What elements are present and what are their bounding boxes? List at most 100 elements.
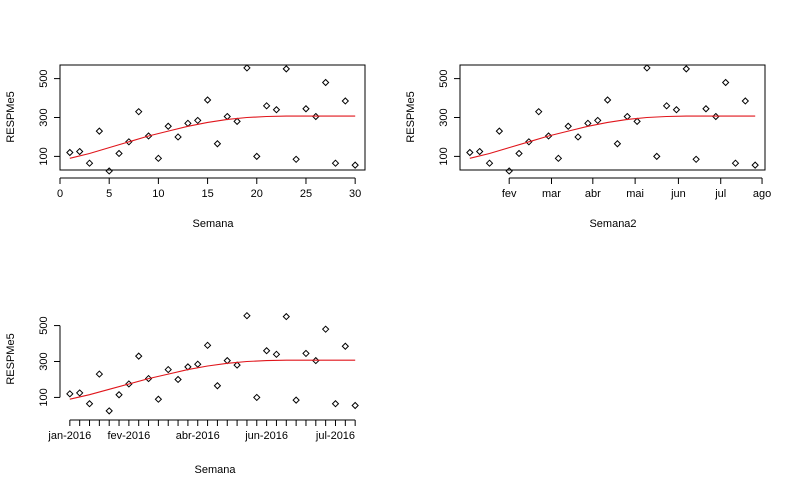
data-point — [613, 140, 622, 148]
y-tick-label: 300 — [438, 108, 450, 126]
data-point — [594, 116, 602, 125]
data-point — [174, 375, 182, 384]
data-point — [243, 64, 251, 72]
data-point — [741, 97, 750, 105]
plot-box — [59, 64, 366, 171]
data-point — [95, 127, 104, 135]
x-tick-label: 10 — [152, 188, 164, 200]
data-point — [66, 390, 74, 398]
y-axis-title: RESPMe5 — [405, 91, 417, 142]
y-tick-label: 500 — [38, 69, 50, 87]
x-tick-label: 25 — [300, 188, 312, 200]
x-tick-label: fev-2016 — [107, 430, 150, 442]
data-point — [475, 147, 484, 156]
data-point — [302, 105, 310, 113]
data-point — [85, 159, 94, 167]
scatter-points — [466, 64, 759, 175]
data-point — [105, 407, 113, 415]
smooth-line — [69, 359, 356, 400]
data-point — [135, 107, 143, 116]
x-axis: jan-2016 fev-2016 abr-2016 jun-2016 jul-2016 — [47, 419, 356, 442]
data-point — [272, 350, 281, 359]
data-point — [253, 152, 261, 161]
y-axis: 100 300 500 — [438, 69, 461, 166]
data-point — [213, 140, 222, 148]
data-point — [682, 65, 690, 73]
data-point — [351, 401, 359, 410]
data-point — [213, 382, 222, 390]
y-tick-label: 500 — [38, 316, 50, 334]
data-point — [203, 341, 212, 350]
data-point — [282, 312, 290, 321]
data-point — [643, 64, 651, 72]
data-point — [164, 365, 172, 374]
data-point — [164, 122, 172, 130]
data-point — [331, 159, 340, 167]
data-point — [66, 148, 74, 157]
data-point — [564, 122, 572, 130]
data-point — [233, 361, 241, 369]
x-tick-label: jan-2016 — [47, 430, 91, 442]
y-axis: 100 300 500 — [38, 69, 61, 166]
x-tick-label: 5 — [106, 188, 112, 200]
x-axis-title: Semana — [195, 464, 237, 476]
x-axis: fev mar abr mai jun jul ago — [502, 177, 771, 200]
x-tick-label: abr — [585, 188, 601, 200]
data-point — [731, 159, 740, 167]
scatter-points — [66, 64, 359, 175]
data-point — [721, 78, 730, 87]
data-point — [341, 342, 350, 350]
data-point — [174, 133, 182, 141]
data-point — [115, 391, 123, 399]
x-axis-title: Semana — [193, 218, 235, 230]
data-point — [75, 147, 84, 156]
x-tick-label: jul-2016 — [315, 430, 355, 442]
data-point — [194, 116, 202, 125]
data-point — [751, 161, 759, 169]
x-axis: 0 5 10 15 20 25 30 — [57, 177, 361, 200]
data-point — [292, 396, 300, 404]
data-point — [194, 360, 202, 368]
x-tick-label: jul — [714, 188, 726, 200]
data-point — [282, 65, 290, 73]
plot-box — [459, 64, 766, 171]
data-point — [115, 149, 123, 158]
data-point — [672, 106, 681, 114]
scatter-points — [66, 311, 359, 415]
data-point — [243, 311, 251, 320]
panel-semana: 0 5 10 15 20 25 30 100 300 500 Semana RESPMe5 — [5, 64, 366, 230]
data-point — [495, 127, 504, 135]
x-tick-label: jun-2016 — [244, 430, 288, 442]
data-point — [203, 96, 212, 104]
data-point — [662, 102, 671, 110]
data-point — [485, 159, 494, 167]
x-tick-label: 15 — [201, 188, 213, 200]
y-tick-label: 500 — [438, 69, 450, 87]
data-point — [692, 155, 700, 164]
x-tick-label: fev — [502, 188, 517, 200]
x-tick-label: ago — [753, 188, 771, 200]
y-axis-title: RESPMe5 — [5, 333, 17, 384]
data-point — [341, 97, 350, 105]
data-point — [154, 154, 163, 163]
data-point — [154, 395, 163, 403]
x-tick-label: 20 — [251, 188, 263, 200]
data-point — [603, 96, 612, 104]
data-point — [623, 112, 631, 121]
data-point — [144, 374, 153, 383]
data-point — [702, 105, 710, 113]
data-point — [95, 370, 104, 378]
data-point — [233, 117, 241, 126]
y-tick-label: 100 — [438, 147, 450, 165]
data-point — [321, 78, 330, 87]
data-point — [223, 112, 231, 121]
y-tick-label: 100 — [38, 388, 50, 406]
data-point — [505, 167, 513, 175]
data-point — [466, 148, 474, 157]
data-point — [574, 133, 582, 141]
data-point — [253, 393, 261, 402]
data-point — [515, 149, 523, 158]
data-point — [535, 107, 543, 116]
smooth-line — [469, 115, 756, 159]
data-point — [351, 161, 359, 169]
